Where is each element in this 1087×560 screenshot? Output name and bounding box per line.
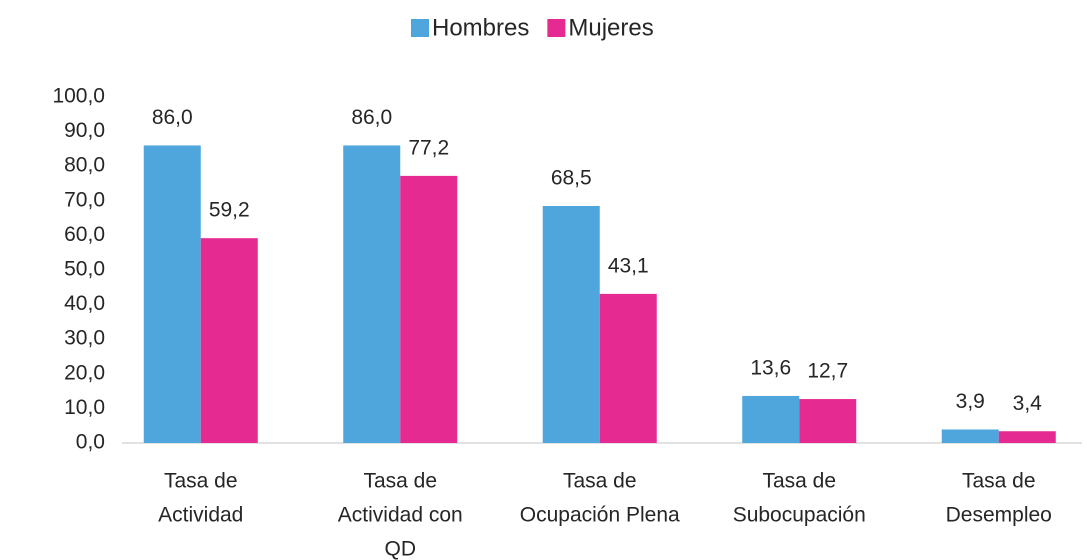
y-tick-label: 90,0 xyxy=(64,119,105,142)
x-tick-label: Tasa de xyxy=(363,470,437,493)
x-tick-label: Desempleo xyxy=(946,504,1052,527)
data-label: 77,2 xyxy=(408,136,449,159)
y-tick-label: 20,0 xyxy=(64,361,105,384)
bar xyxy=(998,431,1056,443)
y-tick-label: 30,0 xyxy=(64,327,105,350)
bar xyxy=(941,429,999,443)
bar xyxy=(143,145,201,443)
y-tick-label: 50,0 xyxy=(64,258,105,281)
x-tick-label: Tasa de xyxy=(164,470,238,493)
bar xyxy=(599,293,657,443)
x-tick-label: Tasa de xyxy=(962,470,1036,493)
data-label: 3,4 xyxy=(1013,392,1043,415)
legend-label: Mujeres xyxy=(568,14,653,41)
y-tick-label: 0,0 xyxy=(76,431,105,454)
legend-swatch xyxy=(411,19,429,37)
data-label: 86,0 xyxy=(351,106,392,129)
y-tick-label: 70,0 xyxy=(64,188,105,211)
x-tick-label: QD xyxy=(385,538,417,560)
x-tick-label: Tasa de xyxy=(762,470,836,493)
data-label: 68,5 xyxy=(551,167,592,190)
data-label: 13,6 xyxy=(750,356,791,379)
x-tick-label: Ocupación Plena xyxy=(520,504,680,527)
data-label: 86,0 xyxy=(152,106,193,129)
y-tick-label: 80,0 xyxy=(64,154,105,177)
data-label: 59,2 xyxy=(209,199,250,222)
x-tick-label: Actividad con xyxy=(338,504,463,527)
y-tick-label: 100,0 xyxy=(52,85,105,108)
y-tick-label: 60,0 xyxy=(64,223,105,246)
data-label: 3,9 xyxy=(956,390,985,413)
bar xyxy=(400,175,458,443)
bar xyxy=(542,205,600,443)
bar xyxy=(742,395,800,443)
x-tick-label: Actividad xyxy=(158,504,243,527)
x-tick-label: Tasa de xyxy=(563,470,637,493)
legend-swatch xyxy=(547,19,566,37)
y-tick-label: 40,0 xyxy=(64,292,105,315)
data-label: 12,7 xyxy=(807,360,848,383)
x-tick-label: Subocupación xyxy=(733,504,866,527)
data-label: 43,1 xyxy=(608,254,649,277)
y-tick-label: 10,0 xyxy=(64,396,105,419)
bar xyxy=(343,145,401,443)
bar xyxy=(200,238,258,443)
bar xyxy=(799,399,857,443)
legend-label: Hombres xyxy=(432,14,529,41)
